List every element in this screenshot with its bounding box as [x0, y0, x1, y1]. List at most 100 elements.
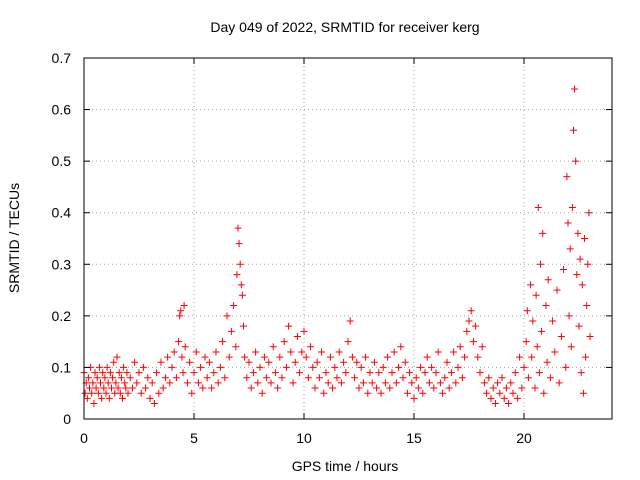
- data-point: [578, 281, 586, 289]
- data-point: [563, 173, 571, 181]
- data-point: [463, 327, 471, 335]
- data-point: [99, 369, 107, 377]
- data-point: [172, 374, 180, 382]
- data-point: [395, 363, 403, 371]
- data-point: [520, 363, 528, 371]
- data-point: [511, 369, 519, 377]
- data-point: [102, 389, 110, 397]
- data-point: [170, 348, 178, 356]
- data-point: [333, 374, 341, 382]
- data-point: [269, 343, 277, 351]
- data-point: [366, 369, 374, 377]
- data-point: [104, 379, 112, 387]
- data-point: [560, 265, 568, 273]
- data-point: [344, 338, 352, 346]
- data-point: [114, 384, 122, 392]
- data-point: [406, 369, 414, 377]
- data-point: [474, 353, 482, 361]
- data-point: [445, 384, 453, 392]
- data-point: [197, 363, 205, 371]
- data-point: [103, 363, 111, 371]
- data-point: [234, 224, 242, 232]
- y-tick-label: 0.4: [52, 205, 72, 221]
- x-tick-label: 0: [80, 430, 88, 446]
- data-point: [549, 317, 557, 325]
- data-point: [370, 358, 378, 366]
- data-point: [91, 369, 99, 377]
- data-point: [159, 384, 167, 392]
- data-point: [353, 358, 361, 366]
- data-point: [271, 369, 279, 377]
- data-point: [120, 363, 128, 371]
- data-point: [456, 343, 464, 351]
- data-point: [238, 291, 246, 299]
- data-point: [153, 369, 161, 377]
- data-point: [498, 374, 506, 382]
- plot-frame: [83, 57, 613, 420]
- data-point: [565, 312, 573, 320]
- data-point: [544, 276, 552, 284]
- data-point: [528, 353, 536, 361]
- data-point: [267, 379, 275, 387]
- data-point: [235, 240, 243, 248]
- data-point: [216, 363, 224, 371]
- data-point: [458, 374, 466, 382]
- data-point: [480, 379, 488, 387]
- data-point: [210, 369, 218, 377]
- data-point: [94, 389, 102, 397]
- data-point: [88, 389, 96, 397]
- data-point: [146, 394, 154, 402]
- data-point: [183, 379, 191, 387]
- data-point: [500, 394, 508, 402]
- y-tick-label: 0: [63, 411, 71, 427]
- data-point: [483, 389, 491, 397]
- data-point: [237, 281, 245, 289]
- data-point: [494, 379, 502, 387]
- data-point: [192, 348, 200, 356]
- data-point: [576, 255, 584, 263]
- data-point: [428, 363, 436, 371]
- data-point: [447, 369, 455, 377]
- data-point: [423, 353, 431, 361]
- data-point: [375, 369, 383, 377]
- data-point: [417, 363, 425, 371]
- data-point: [122, 384, 130, 392]
- y-tick-label: 0.2: [52, 308, 72, 324]
- y-axis-label: SRMTID / TECUs: [6, 183, 22, 293]
- data-point: [223, 312, 231, 320]
- data-point: [315, 374, 323, 382]
- data-point: [287, 348, 295, 356]
- data-point: [452, 379, 460, 387]
- data-point: [357, 363, 365, 371]
- data-point: [373, 384, 381, 392]
- data-point: [401, 358, 409, 366]
- data-point: [439, 389, 447, 397]
- x-axis-label: GPS time / hours: [292, 458, 399, 474]
- y-tick-label: 0.5: [52, 153, 72, 169]
- data-point: [243, 374, 251, 382]
- data-point: [412, 374, 420, 382]
- data-point: [179, 369, 187, 377]
- data-point: [567, 343, 575, 351]
- data-point: [538, 327, 546, 335]
- data-point: [89, 379, 97, 387]
- data-point: [164, 353, 172, 361]
- data-point: [329, 384, 337, 392]
- data-point: [546, 374, 554, 382]
- data-point: [574, 229, 582, 237]
- data-point: [263, 374, 271, 382]
- data-point: [81, 389, 89, 397]
- data-point: [562, 363, 570, 371]
- data-point: [539, 229, 547, 237]
- data-point: [133, 379, 141, 387]
- data-point: [529, 317, 537, 325]
- data-point: [101, 374, 109, 382]
- data-point: [276, 353, 284, 361]
- data-point: [322, 369, 330, 377]
- data-point: [126, 374, 134, 382]
- x-tick-label: 5: [190, 430, 198, 446]
- data-point: [586, 332, 594, 340]
- data-point: [340, 358, 348, 366]
- data-point: [233, 271, 241, 279]
- data-point: [582, 353, 590, 361]
